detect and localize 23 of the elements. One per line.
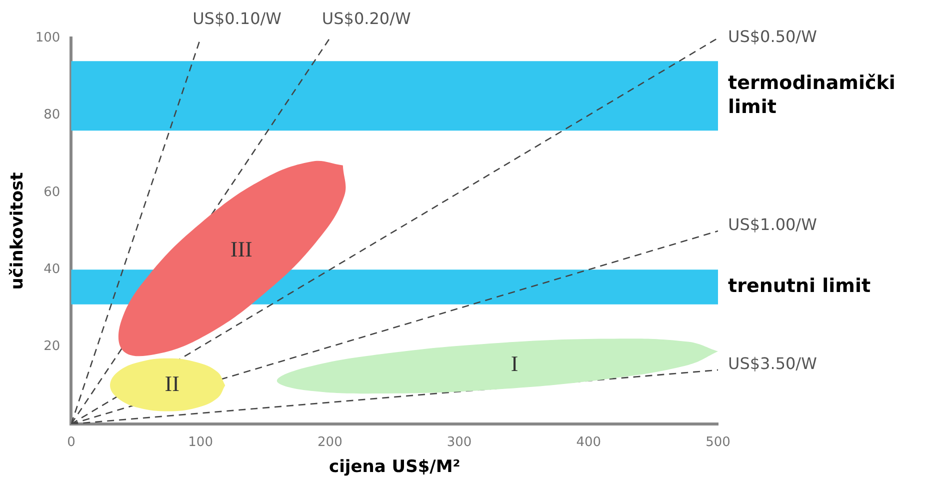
y-tick-label: 100 (35, 30, 60, 46)
series-label: US$3.50/W (728, 354, 818, 374)
y-tick-label: 60 (44, 184, 60, 200)
series-label: US$0.10/W (192, 9, 282, 28)
x-tick-label: 300 (446, 435, 472, 450)
y-tick-label: 20 (44, 339, 60, 354)
series-label: III (230, 236, 252, 262)
series-label: US$0.20/W (322, 9, 411, 28)
x-tick-label: 100 (188, 435, 213, 450)
series-label: II (164, 370, 180, 396)
x-tick-label: 400 (576, 435, 602, 450)
series-label: US$0.50/W (728, 27, 818, 46)
band-label: trenutni limit (728, 274, 871, 297)
y-tick-label: 80 (44, 108, 60, 123)
x-tick-label: 0 (67, 435, 76, 450)
x-tick-label: 200 (318, 435, 342, 450)
x-tick-label: 500 (706, 435, 730, 450)
y-tick-label: 40 (44, 262, 60, 277)
x-axis-title: cijena US$/M² (329, 457, 460, 478)
y-axis-title: učinkovitost (8, 172, 28, 290)
series-label: US$1.00/W (728, 215, 818, 234)
series-label: I (510, 350, 518, 376)
band-label: termodinamički limit (728, 72, 896, 118)
